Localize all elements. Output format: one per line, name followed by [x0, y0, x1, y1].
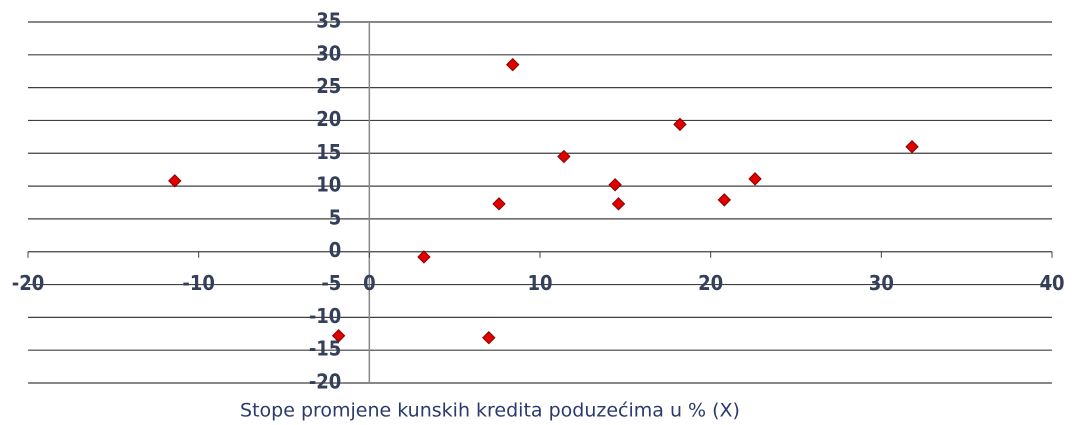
point — [505, 57, 520, 72]
y-tick-label: 5 — [329, 205, 342, 229]
x-tick-label: 30 — [869, 271, 894, 295]
y-tick-label: 10 — [316, 173, 341, 197]
x-tick-label: 0 — [363, 271, 376, 295]
y-tick-label: 35 — [316, 9, 341, 33]
y-tick-label: -20 — [309, 370, 342, 394]
y-tick-label: -10 — [309, 304, 342, 328]
y-tick-label: 30 — [316, 41, 341, 65]
point — [748, 172, 762, 186]
point — [417, 250, 431, 264]
y-tick-label: -15 — [309, 337, 342, 361]
x-tick-label: 40 — [1039, 271, 1064, 295]
point — [168, 174, 182, 188]
y-tick-label: 20 — [316, 107, 341, 131]
point — [482, 331, 496, 345]
point — [492, 197, 506, 211]
x-axis-label: Stope promjene kunskih kredita poduzećim… — [240, 400, 740, 422]
y-tick-label: 25 — [316, 74, 341, 98]
x-tick-label: -10 — [182, 271, 215, 295]
y-tick-label: -5 — [321, 271, 341, 295]
point — [608, 178, 622, 192]
point — [557, 149, 571, 164]
x-tick-label: -20 — [12, 271, 45, 295]
y-tick-label: 15 — [316, 140, 341, 164]
point — [611, 197, 626, 211]
point — [331, 329, 346, 343]
x-tick-label: 10 — [527, 271, 552, 295]
point — [717, 193, 732, 207]
point — [905, 140, 919, 154]
y-tick-label: 0 — [329, 238, 342, 262]
point — [673, 117, 687, 132]
x-tick-label: 20 — [698, 271, 723, 295]
